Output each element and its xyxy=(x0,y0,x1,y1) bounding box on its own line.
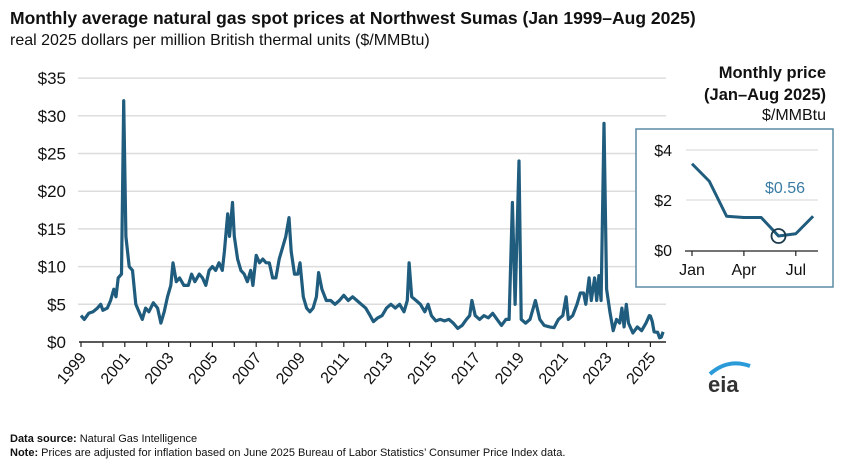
source-label: Data source: xyxy=(10,433,77,445)
x-tick-label: 2015 xyxy=(405,350,441,388)
y-tick-label: $30 xyxy=(38,107,66,126)
x-tick-label: 2013 xyxy=(361,350,397,388)
footer: Data source: Natural Gas Intelligence No… xyxy=(10,432,565,460)
x-tick-label: 2007 xyxy=(229,350,265,388)
y-tick-label: $35 xyxy=(38,69,66,88)
x-tick-label: 2009 xyxy=(273,350,309,388)
x-tick-label: 1999 xyxy=(54,350,90,388)
y-tick-label: $10 xyxy=(38,258,66,277)
x-tick-label: 2017 xyxy=(448,350,484,388)
inset-y-tick-label: $2 xyxy=(654,193,672,210)
x-tick-label: 2003 xyxy=(142,350,178,388)
inset-x-tick-label: Jul xyxy=(786,262,806,279)
series-line xyxy=(79,99,665,340)
inset-box xyxy=(635,128,834,288)
x-tick-label: 2021 xyxy=(536,350,572,388)
note-text: Prices are adjusted for inflation based … xyxy=(41,447,566,459)
inset-series-line xyxy=(690,162,815,238)
eia-logo: eia xyxy=(708,361,751,397)
eia-logo-arc-icon xyxy=(708,361,751,376)
x-tick-label: 2001 xyxy=(98,350,134,388)
source-text: Natural Gas Intelligence xyxy=(79,433,198,445)
x-tick-label: 2023 xyxy=(580,350,616,388)
y-tick-label: $5 xyxy=(47,295,66,314)
x-tick-label: 2019 xyxy=(492,350,528,388)
inset-title: Monthly price (Jan–Aug 2025) xyxy=(704,62,826,106)
inset-title-line1: Monthly price xyxy=(718,64,826,82)
inset-unit: $/MMBtu xyxy=(761,107,826,124)
inset-x-tick-label: Apr xyxy=(731,262,757,279)
y-tick-label: $25 xyxy=(38,145,66,164)
x-tick-label: 2025 xyxy=(624,350,660,388)
y-tick-label: $15 xyxy=(38,220,66,239)
chart-subtitle: real 2025 dollars per million British th… xyxy=(10,32,430,49)
chart-title: Monthly average natural gas spot prices … xyxy=(10,8,696,28)
highlight-marker xyxy=(770,228,787,244)
note-label: Note: xyxy=(10,447,39,459)
inset-title-line2: (Jan–Aug 2025) xyxy=(704,86,826,104)
inset-y-tick-label: $0 xyxy=(654,243,672,260)
highlight-label: $0.56 xyxy=(765,180,805,197)
y-tick-label: $20 xyxy=(38,182,66,201)
x-tick-label: 2005 xyxy=(186,350,222,388)
x-tick-label: 2011 xyxy=(318,350,353,387)
inset-x-tick-label: Jan xyxy=(679,262,705,279)
inset-y-tick-label: $4 xyxy=(654,143,672,160)
y-tick-label: $0 xyxy=(47,333,66,352)
